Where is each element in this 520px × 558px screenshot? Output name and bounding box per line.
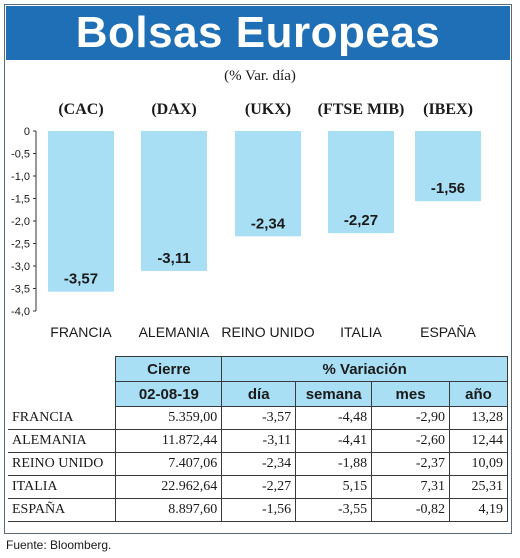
header-semana: semana xyxy=(295,381,373,407)
row-ano: 13,28 xyxy=(449,406,508,430)
country-label: FRANCIA xyxy=(50,324,112,340)
country-label: ALEMANIA xyxy=(139,324,210,340)
y-tick-label: -2,5 xyxy=(11,239,30,251)
bar xyxy=(141,131,207,271)
y-tick-label: -4,0 xyxy=(11,306,30,318)
country-label: ESPAÑA xyxy=(420,324,476,340)
header-variacion: % Variación xyxy=(221,356,508,382)
row-semana: -1,88 xyxy=(295,452,373,476)
row-mes: -2,60 xyxy=(371,429,450,453)
quotes-table: Cierre % Variación 02-08-19 día semana m… xyxy=(8,356,508,522)
index-label: (DAX) xyxy=(151,101,196,118)
row-cierre: 8.897,60 xyxy=(115,498,223,522)
y-tick-label: -3,5 xyxy=(11,284,30,296)
header-dia: día xyxy=(221,381,297,407)
y-tick-label: -3,0 xyxy=(11,261,30,273)
row-dia: -2,27 xyxy=(221,475,297,499)
y-tick-label: -0,5 xyxy=(11,149,30,161)
row-country: ITALIA xyxy=(8,475,117,499)
header-cierre: Cierre xyxy=(115,356,223,382)
value-label: -3,11 xyxy=(157,250,190,267)
country-label: REINO UNIDO xyxy=(221,324,314,340)
source-note: Fuente: Bloomberg. xyxy=(6,538,112,552)
header-mes: mes xyxy=(371,381,450,407)
row-cierre: 5.359,00 xyxy=(115,406,223,430)
value-label: -2,34 xyxy=(251,215,286,232)
value-label: -3,57 xyxy=(64,271,98,288)
row-cierre: 7.407,06 xyxy=(115,452,223,476)
header-date: 02-08-19 xyxy=(115,381,223,407)
index-label: (UKX) xyxy=(245,101,291,118)
table-corner-cell xyxy=(8,356,117,382)
row-semana: -3,55 xyxy=(295,498,373,522)
row-mes: 7,31 xyxy=(371,475,450,499)
y-tick-label: -2,0 xyxy=(11,216,30,228)
bar xyxy=(235,131,301,237)
y-tick-label: -1,5 xyxy=(11,194,30,206)
table-row: REINO UNIDO 7.407,06 -2,34 -1,88 -2,37 1… xyxy=(8,452,508,476)
bar xyxy=(415,131,481,202)
table-group-header-row: Cierre % Variación xyxy=(8,356,508,382)
index-label: (IBEX) xyxy=(423,101,473,118)
table-corner-cell-2 xyxy=(8,381,117,407)
row-country: REINO UNIDO xyxy=(8,452,117,476)
chart-subtitle: (% Var. día) xyxy=(224,68,296,84)
row-dia: -1,56 xyxy=(221,498,297,522)
value-label: -2,27 xyxy=(344,212,378,229)
row-country: ESPAÑA xyxy=(8,498,117,522)
table-row: ALEMANIA 11.872,44 -3,11 -4,41 -2,60 12,… xyxy=(8,429,508,453)
country-label: ITALIA xyxy=(340,324,382,340)
y-tick-label: 0 xyxy=(24,126,30,138)
bar xyxy=(48,131,114,292)
infographic-frame xyxy=(4,4,512,534)
table-row: ITALIA 22.962,64 -2,27 5,15 7,31 25,31 xyxy=(8,475,508,499)
value-label: -1,56 xyxy=(431,180,465,197)
row-mes: -2,37 xyxy=(371,452,450,476)
bar xyxy=(328,131,394,234)
row-cierre: 22.962,64 xyxy=(115,475,223,499)
row-ano: 12,44 xyxy=(449,429,508,453)
row-dia: -3,11 xyxy=(221,429,297,453)
index-label: (CAC) xyxy=(58,101,103,118)
row-country: ALEMANIA xyxy=(8,429,117,453)
row-country: FRANCIA xyxy=(8,406,117,430)
row-ano: 4,19 xyxy=(449,498,508,522)
table-row: FRANCIA 5.359,00 -3,57 -4,48 -2,90 13,28 xyxy=(8,406,508,430)
index-label: (FTSE MIB) xyxy=(318,101,405,118)
table-sub-header-row: 02-08-19 día semana mes año xyxy=(8,381,508,407)
row-ano: 25,31 xyxy=(449,475,508,499)
y-tick-label: -1,0 xyxy=(11,171,30,183)
row-mes: -0,82 xyxy=(371,498,450,522)
title-banner: Bolsas Europeas xyxy=(6,6,510,60)
row-ano: 10,09 xyxy=(449,452,508,476)
chart-title: Bolsas Europeas xyxy=(75,8,441,57)
bar-chart: 0 -0,5 -1,0 -1,5 -2,0 -2,5 -3,0 -3,5 -4,0 (CAC) FR… xyxy=(11,101,481,340)
row-mes: -2,90 xyxy=(371,406,450,430)
row-semana: 5,15 xyxy=(295,475,373,499)
row-semana: -4,41 xyxy=(295,429,373,453)
table-row: ESPAÑA 8.897,60 -1,56 -3,55 -0,82 4,19 xyxy=(8,498,508,522)
row-cierre: 11.872,44 xyxy=(115,429,223,453)
header-ano: año xyxy=(449,381,508,407)
row-dia: -3,57 xyxy=(221,406,297,430)
row-semana: -4,48 xyxy=(295,406,373,430)
row-dia: -2,34 xyxy=(221,452,297,476)
